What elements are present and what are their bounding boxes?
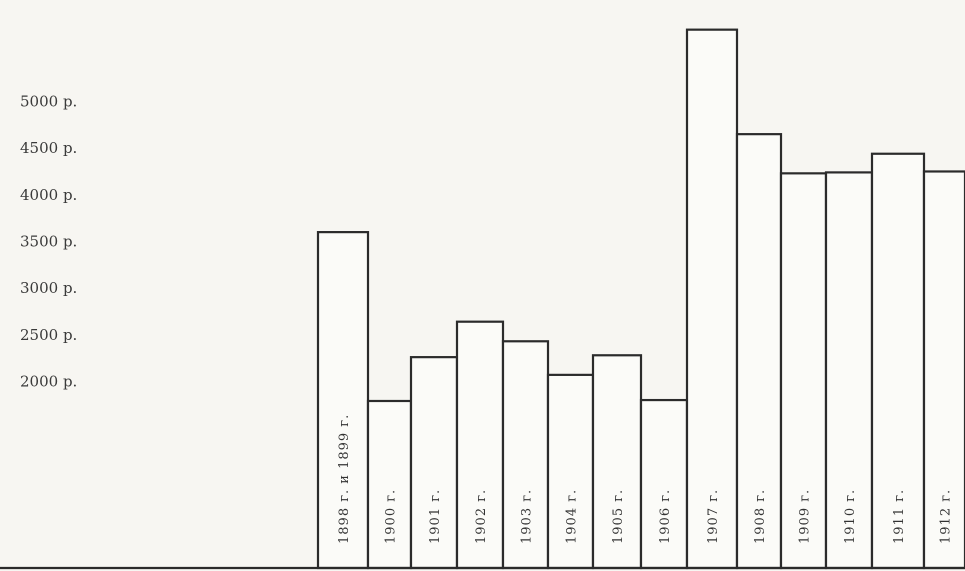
- bar-label: 1910 г.: [843, 489, 858, 544]
- bar: [316, 231, 370, 570]
- y-tick-label: 2500 р.: [20, 326, 77, 344]
- bar-label: 1906 г.: [658, 489, 673, 544]
- bar: [639, 398, 689, 570]
- y-tick-label: 2000 р.: [20, 372, 77, 390]
- bar-label: 1911 г.: [892, 489, 907, 544]
- bar: [685, 28, 739, 570]
- y-tick-label: 3500 р.: [20, 232, 77, 250]
- y-tick-label: 4500 р.: [20, 139, 77, 157]
- bar-label: 1900 г.: [384, 489, 399, 544]
- bar: [870, 152, 926, 570]
- y-tick-label: 5000 р.: [20, 93, 77, 111]
- bar-label: 1902 г.: [474, 489, 489, 544]
- bar: [546, 373, 595, 570]
- bars-group: 1898 г. и 1899 г. 1900 г. 1901 г. 1902 г. 19…: [316, 28, 965, 570]
- bar-label: 1904 г.: [565, 489, 580, 544]
- bar: [922, 170, 965, 570]
- bar: [779, 172, 828, 570]
- bar-label: 1905 г.: [611, 489, 626, 544]
- bar-label: 1908 г.: [753, 489, 768, 544]
- y-axis-ticks: 5000 р. 4500 р. 4000 р. 3500 р. 3000 р. 2500 …: [20, 93, 77, 391]
- bar-label: 1898 г. и 1899 г.: [337, 414, 352, 544]
- y-tick-label: 4000 р.: [20, 186, 77, 204]
- bar-label: 1909 г.: [798, 489, 813, 544]
- y-tick-label: 3000 р.: [20, 279, 77, 297]
- bar: [366, 399, 413, 570]
- bar-label: 1907 г.: [706, 489, 721, 544]
- bar-label: 1901 г.: [428, 489, 443, 544]
- bar-label: 1912 г.: [939, 489, 954, 544]
- bar-label: 1903 г.: [520, 489, 535, 544]
